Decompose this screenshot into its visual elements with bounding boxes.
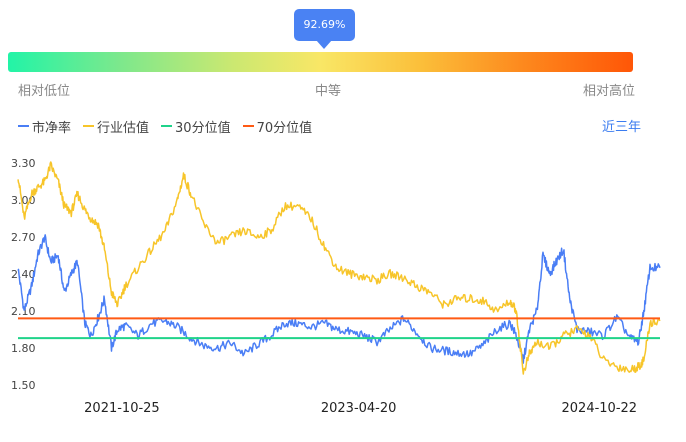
legend-swatch-p70 (242, 125, 254, 127)
scale-label-mid: 中等 (315, 84, 342, 99)
legend-label-pb: 市净率 (32, 120, 72, 136)
time-range-button[interactable]: 近三年 (601, 120, 641, 135)
legend-swatch-industry (83, 125, 95, 127)
y-tick-label: 2.70 (11, 231, 36, 244)
legend-label-industry: 行业估值 (97, 120, 150, 136)
y-tick-label: 1.80 (11, 342, 36, 355)
y-tick-label: 1.50 (11, 379, 36, 392)
y-tick-label: 3.00 (11, 194, 36, 207)
scale-label-high: 相对高位 (583, 84, 636, 99)
legend-item-pb[interactable]: 市净率 (18, 117, 71, 136)
legend-swatch-pb (18, 125, 29, 127)
legend-label-p30: 30分位值 (175, 120, 231, 136)
y-tick-label: 2.10 (11, 305, 36, 318)
y-tick-label: 2.40 (11, 268, 36, 281)
series-line-industry (17, 161, 661, 375)
legend-label-p70: 70分位值 (256, 120, 313, 136)
percentile-tooltip: 92.69% (294, 9, 355, 41)
legend-item-p70[interactable]: 70分位值 (242, 117, 313, 136)
x-tick-label: 2024-10-22 (562, 401, 638, 416)
valuation-gradient-bar (8, 52, 633, 72)
x-tick-label: 2021-10-25 (84, 401, 160, 416)
chart-legend: 市净率 行业估值 30分位值 70分位值 (18, 117, 313, 136)
legend-swatch-p30 (161, 125, 173, 127)
legend-item-industry[interactable]: 行业估值 (83, 117, 149, 136)
series-line-pb (17, 234, 661, 364)
x-tick-label: 2023-04-20 (321, 401, 397, 416)
legend-item-p30[interactable]: 30分位值 (161, 117, 231, 136)
scale-label-low: 相对低位 (18, 84, 71, 99)
y-tick-label: 3.30 (11, 157, 36, 170)
tooltip-pointer (316, 40, 332, 49)
